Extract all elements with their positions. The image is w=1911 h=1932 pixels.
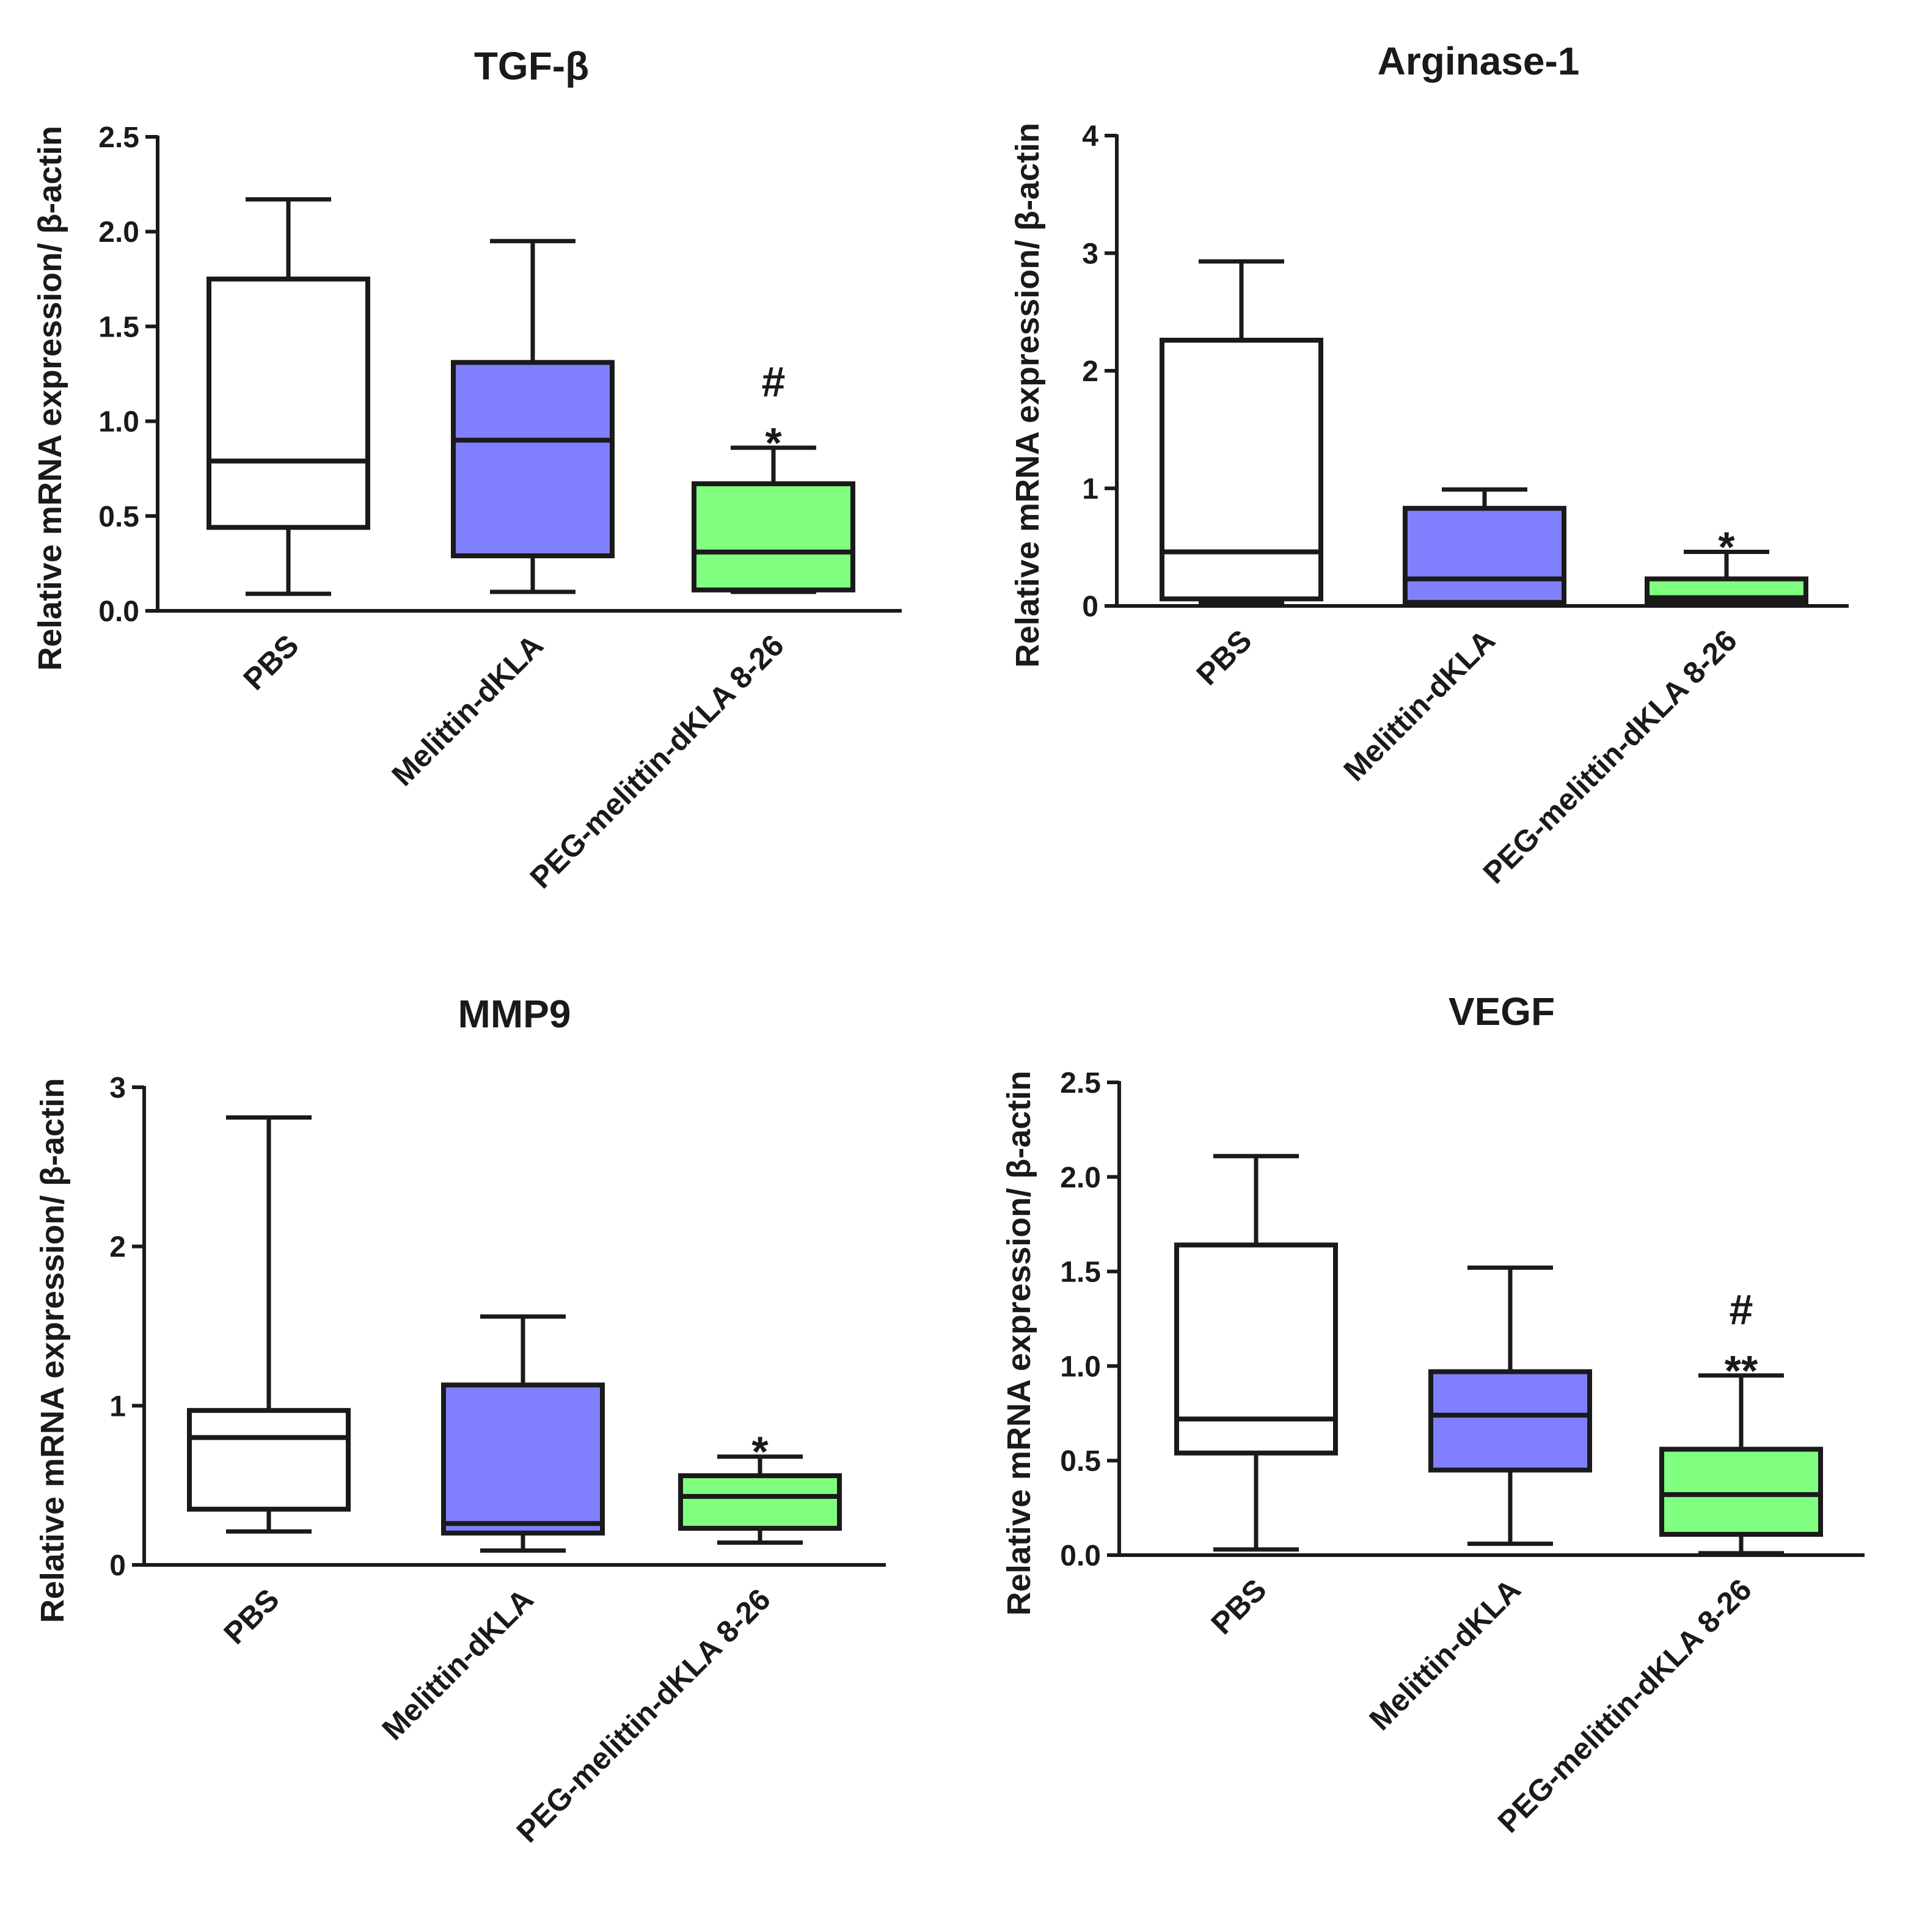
y-tick-label: 2 [1082, 355, 1098, 388]
y-axis-label: Relative mRNA expression/ β-actin [32, 126, 68, 671]
y-tick-label: 0.5 [98, 501, 139, 533]
chart-title: VEGF [1449, 990, 1555, 1033]
box-1 [451, 239, 615, 594]
category-label: PEG-melittin-dKLA 8-26 [1477, 623, 1744, 890]
y-tick-label: 0.5 [1060, 1445, 1101, 1478]
y-tick-label: 2.0 [98, 216, 139, 249]
category-label: Melittin-dKLA [375, 1582, 539, 1746]
y-axis-label: Relative mRNA expression/ β-actin [34, 1078, 71, 1623]
significance-mark: * [765, 419, 782, 467]
significance-mark: # [1730, 1286, 1753, 1333]
box-0 [187, 1115, 351, 1534]
box-0 [1160, 259, 1323, 605]
y-tick-label: 3 [109, 1072, 126, 1104]
category-label: PEG-melittin-dKLA 8-26 [510, 1582, 777, 1849]
box-0 [1174, 1154, 1338, 1552]
box-iqr [451, 360, 615, 558]
significance-mark: * [1718, 523, 1735, 570]
category-label: Melittin-dKLA [1337, 623, 1501, 787]
y-tick-label: 2.5 [98, 122, 139, 154]
box-2 [692, 445, 855, 594]
chart-title: Arginase-1 [1378, 39, 1580, 83]
chart-panel-4: VEGF Relative mRNA expression/ β-actin 0.0… [1001, 990, 1865, 1839]
category-label: PEG-melittin-dKLA 8-26 [524, 628, 791, 895]
significance-mark: ** [1725, 1347, 1758, 1394]
box-iqr [1428, 1369, 1592, 1473]
box-iqr [206, 276, 370, 530]
chart-panel-3: MMP9 Relative mRNA expression/ β-actin 0 1 2… [34, 992, 886, 1849]
category-label: PBS [217, 1582, 285, 1650]
y-tick-label: 1.5 [98, 311, 139, 343]
box-1 [1428, 1265, 1592, 1546]
box-iqr [187, 1408, 351, 1512]
y-tick-label: 0.0 [1060, 1540, 1101, 1572]
box-iqr [678, 1473, 842, 1531]
box-1 [441, 1314, 605, 1553]
y-tick-label: 3 [1082, 238, 1098, 271]
category-label: Melittin-dKLA [1362, 1572, 1527, 1737]
box-2 [1659, 1373, 1823, 1556]
y-tick-label: 2.0 [1060, 1162, 1101, 1194]
y-tick-label: 2 [109, 1231, 126, 1264]
box-2 [1645, 549, 1808, 606]
y-tick-label: 0 [109, 1550, 126, 1582]
box-iqr [1174, 1242, 1338, 1456]
box-iqr [1403, 506, 1566, 605]
category-label: PBS [236, 628, 305, 696]
box-iqr [692, 481, 855, 592]
y-tick-label: 1 [109, 1390, 126, 1423]
y-tick-label: 0 [1082, 591, 1098, 623]
chart-panel-2: Arginase-1 Relative mRNA expression/ β-ac… [1009, 39, 1849, 890]
box-iqr [1160, 337, 1323, 602]
significance-mark: # [762, 358, 786, 406]
category-label: PEG-melittin-dKLA 8-26 [1491, 1572, 1758, 1839]
significance-mark: * [751, 1428, 769, 1476]
y-tick-label: 1.0 [98, 406, 139, 439]
y-tick-label: 2.5 [1060, 1067, 1101, 1099]
chart-title: TGF-β [474, 44, 589, 88]
category-label: PBS [1204, 1572, 1273, 1641]
chart-panel-1: TGF-β Relative mRNA expression/ β-actin 0.… [32, 44, 902, 895]
box-1 [1403, 487, 1566, 605]
chart-title: MMP9 [458, 992, 571, 1036]
category-label: Melittin-dKLA [385, 628, 549, 792]
box-iqr [1659, 1446, 1823, 1537]
box-iqr [441, 1382, 605, 1536]
category-label: PBS [1189, 623, 1258, 691]
box-2 [678, 1454, 842, 1545]
y-axis-label: Relative mRNA expression/ β-actin [1009, 123, 1046, 668]
y-tick-label: 4 [1082, 120, 1098, 153]
y-tick-label: 1 [1082, 473, 1098, 506]
y-tick-label: 0.0 [98, 596, 139, 628]
y-tick-label: 1.5 [1060, 1256, 1101, 1289]
y-tick-label: 1.0 [1060, 1351, 1101, 1383]
box-0 [206, 197, 370, 596]
y-axis-label: Relative mRNA expression/ β-actin [1001, 1071, 1037, 1616]
